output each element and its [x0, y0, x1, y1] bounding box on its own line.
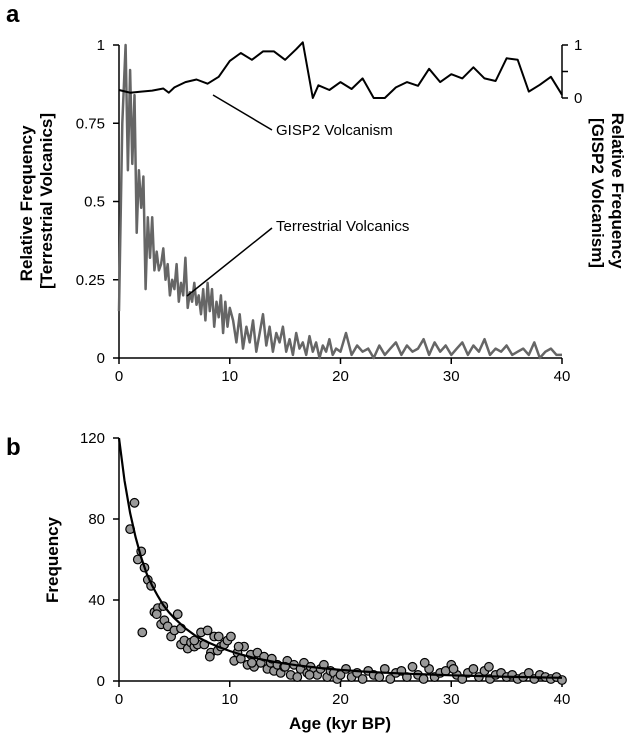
scatter-point — [407, 661, 418, 672]
panel-b-x-tick-label: 20 — [332, 691, 349, 708]
panel-a-y-tick-label: 0 — [97, 350, 105, 367]
terrestrial-annotation-leader — [186, 227, 273, 297]
panel-a-y-tick-label: 0.75 — [76, 115, 105, 132]
scatter-point — [374, 672, 385, 682]
panel-b-x-tick-label: 0 — [115, 691, 123, 708]
scatter-points — [125, 497, 567, 685]
panel-a-label: a — [6, 1, 20, 28]
panel-a-y-tick-label: 1 — [97, 37, 105, 54]
panel-b-x-tick-label: 30 — [443, 691, 460, 708]
panel-b-x-ticks: 0 10 20 30 40 — [115, 681, 571, 708]
fit-curve — [117, 437, 563, 679]
panel-a-x-tick-label: 40 — [554, 368, 571, 385]
panel-a-x-tick-label: 0 — [115, 368, 123, 385]
scatter-point — [484, 661, 494, 672]
scatter-point — [357, 674, 368, 684]
panel-a-y2-tick-label: 1 — [574, 37, 582, 54]
scatter-point — [129, 497, 140, 508]
scatter-point — [213, 631, 224, 642]
panel-b-y-tick-label: 0 — [97, 673, 105, 690]
panel-a-y-label-line1: Relative Frequency — [17, 125, 36, 281]
scatter-point — [151, 609, 162, 620]
scatter-point — [225, 631, 236, 642]
scatter-point — [341, 664, 351, 674]
panel-a-x-tick-label: 20 — [332, 368, 349, 385]
terrestrial-annotation: Terrestrial Volcanics — [276, 218, 409, 235]
scatter-point — [202, 625, 213, 636]
scatter-point — [448, 664, 459, 674]
panel-b-y-tick-label: 80 — [88, 511, 105, 528]
scatter-point — [385, 674, 396, 684]
panel-a-y2-ticks: 01 — [562, 37, 582, 107]
panel-a-y2-tick-label: 0 — [574, 90, 582, 107]
scatter-point — [304, 670, 315, 680]
panel-a-y-label: Relative Frequency [Terrestrial Volcanic… — [17, 113, 56, 289]
panel-a: a 0 10 20 30 40 00.250.50.751 01 Relative Fr… — [6, 1, 627, 385]
panel-b-y-ticks: 0 40 80 120 — [80, 430, 119, 690]
panel-b-x-label: Age (kyr BP) — [289, 714, 391, 733]
scatter-point — [137, 627, 148, 638]
panel-b-x-tick-label: 10 — [221, 691, 238, 708]
gisp2-volcanism-line — [118, 41, 563, 99]
panel-a-y2-label-line2: [GISP2 Volcanism] — [588, 118, 607, 268]
panel-a-y-tick-label: 0.5 — [84, 194, 105, 211]
scatter-point — [468, 664, 479, 674]
panel-a-y2-label-line1: Relative Frequency — [608, 113, 627, 269]
scatter-point — [172, 609, 183, 620]
panel-a-x-ticks: 0 10 20 30 40 — [115, 358, 571, 385]
scatter-point — [418, 674, 429, 684]
panel-b-y-label: Frequency — [43, 516, 62, 603]
terrestrial-volcanics-line — [117, 43, 562, 360]
panel-a-y-tick-label: 0.25 — [76, 272, 105, 289]
panel-b-label: b — [6, 434, 21, 461]
gisp2-annotation-leader — [212, 94, 273, 131]
scatter-point — [246, 657, 257, 668]
panel-b-x-tick-label: 40 — [554, 691, 571, 708]
scatter-point — [233, 641, 244, 652]
scatter-point — [292, 672, 303, 682]
scatter-point — [204, 651, 215, 662]
panel-a-y-ticks: 0 0.25 0.5 0.75 1 — [76, 37, 119, 367]
panel-a-y-label-line2: [Terrestrial Volcanics] — [37, 113, 56, 289]
panel-b-y-tick-label: 40 — [88, 592, 105, 609]
panel-a-x-tick-label: 10 — [221, 368, 238, 385]
gisp2-annotation: GISP2 Volcanism — [276, 122, 393, 139]
panel-b-y-tick-label: 120 — [80, 430, 105, 447]
panel-a-y2-label: Relative Frequency [GISP2 Volcanism] — [588, 113, 627, 274]
panel-b: b 0 10 20 30 40 0 40 80 120 Frequency Age (kyr … — [6, 430, 570, 733]
scatter-point — [419, 657, 430, 668]
panel-a-x-tick-label: 30 — [443, 368, 460, 385]
